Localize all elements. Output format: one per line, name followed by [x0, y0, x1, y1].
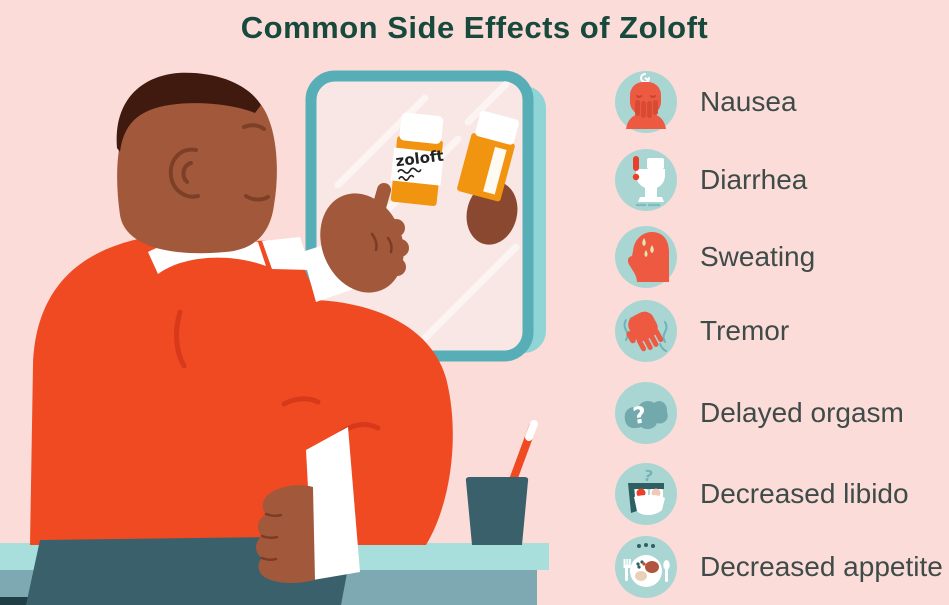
toothbrush-bristles [525, 420, 538, 441]
decreased-libido-bed-icon: ? [613, 461, 679, 527]
side-effect-row: Decreased appetite [613, 534, 943, 600]
side-effect-label: Tremor [700, 315, 790, 346]
sleeve-cuff [306, 427, 360, 580]
bottle-label-scribbles [397, 167, 422, 181]
zoloft-bottle: zoloft [390, 112, 445, 206]
side-effect-label: Decreased appetite [700, 551, 943, 582]
person-head [116, 72, 277, 254]
ear [168, 147, 200, 199]
diarrhea-toilet-icon [613, 147, 679, 213]
side-effect-row: ? Decreased libido [613, 461, 909, 527]
side-effect-row: Nausea [613, 69, 797, 135]
face-lines [168, 123, 270, 202]
delayed-orgasm-icon: ? [613, 380, 679, 446]
svg-text:?: ? [642, 466, 654, 485]
nausea-icon [613, 69, 679, 135]
side-effect-label: Nausea [700, 86, 797, 117]
side-effect-label: Diarrhea [700, 164, 808, 195]
cup [465, 477, 529, 545]
toothbrush-cup [465, 420, 538, 545]
mouth [244, 194, 270, 202]
side-effect-label: Delayed orgasm [700, 397, 904, 428]
side-effect-row: Sweating [613, 224, 815, 290]
fist-knuckle-lines [260, 512, 283, 562]
decreased-appetite-plate-icon [613, 534, 679, 600]
svg-text:?: ? [631, 402, 648, 430]
side-effect-row: Diarrhea [613, 147, 807, 213]
fist-on-hip [256, 485, 315, 583]
person: zoloft [26, 72, 453, 605]
reflection-bottle [457, 110, 519, 202]
side-effect-row: ? Delayed orgasm [613, 380, 904, 446]
eyebrow [242, 123, 266, 131]
bottle-label [390, 147, 444, 186]
shirt-collar-front [262, 237, 311, 270]
page-title: Common Side Effects of Zoloft [240, 10, 709, 45]
side-effect-row: Tremor [613, 298, 789, 364]
side-effect-label: Decreased libido [700, 478, 909, 509]
bottle-cap [399, 112, 444, 144]
hair [116, 72, 261, 152]
side-effect-label: Sweating [700, 241, 816, 272]
hand-finger-lines [370, 232, 393, 254]
tremor-hand-icon [613, 298, 679, 364]
raised-hand [302, 183, 409, 302]
sweating-head-icon [613, 224, 679, 290]
bottle-label-text: zoloft [395, 147, 445, 171]
